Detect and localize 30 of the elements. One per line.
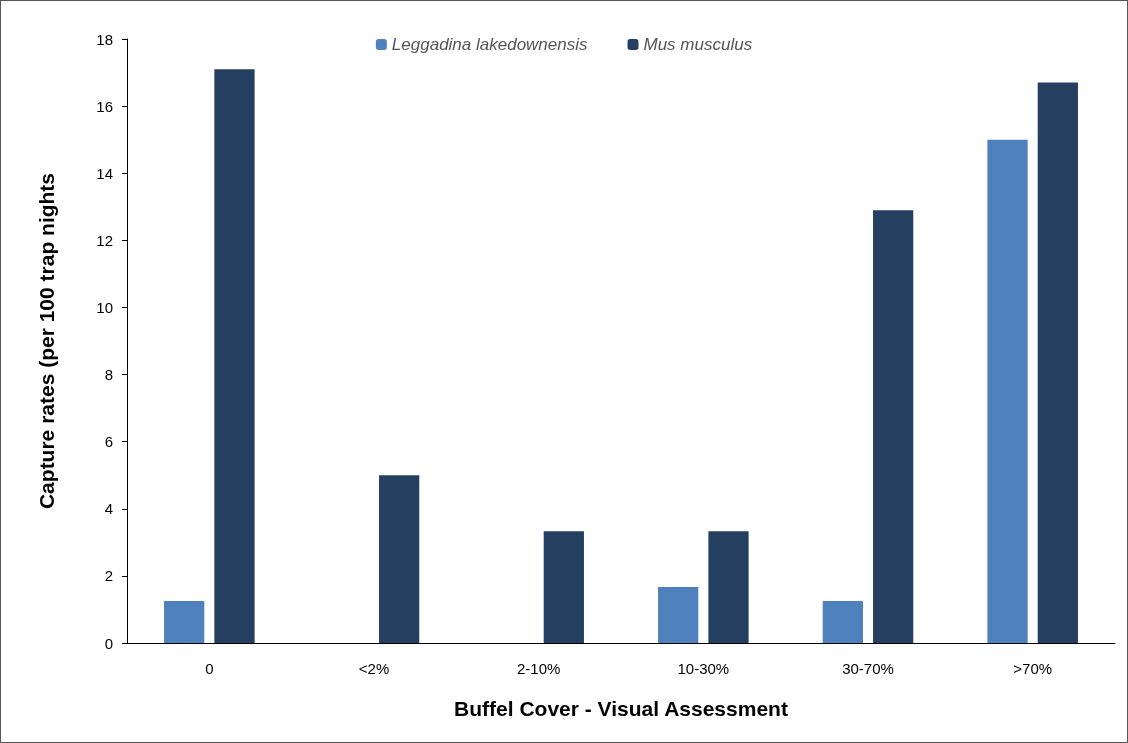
x-tick-label: >70% (1013, 660, 1053, 677)
bar (379, 475, 420, 643)
legend-label: Mus musculus (643, 35, 753, 54)
y-tick-label: 14 (96, 164, 113, 182)
x-axis-title: Buffel Cover - Visual Assessment (454, 697, 788, 720)
x-tick-label: 2-10% (516, 660, 561, 677)
x-tick-label: 0 (205, 660, 214, 677)
bar (543, 531, 584, 643)
y-tick-label: 8 (104, 366, 113, 384)
y-tick-label: 0 (104, 634, 113, 652)
y-tick-label: 18 (96, 30, 113, 48)
x-tick-label: 30-70% (842, 660, 894, 677)
y-tick-label: 16 (96, 97, 113, 115)
bar (708, 531, 749, 643)
x-tick-label: <2% (358, 660, 390, 677)
y-tick-label: 4 (104, 500, 113, 518)
x-tick-label: 10-30% (677, 660, 730, 677)
y-tick-label: 12 (96, 231, 113, 249)
y-axis-title: Capture rates (per 100 trap nights (35, 172, 58, 510)
y-tick-label: 6 (104, 433, 113, 451)
y-tick-label: 2 (104, 567, 113, 585)
bar (658, 586, 699, 643)
bar (1037, 82, 1078, 643)
y-tick-label: 10 (96, 298, 113, 316)
bar (214, 69, 255, 643)
bar (987, 139, 1028, 643)
legend-label: Leggadina lakedownensis (391, 35, 588, 54)
bar (873, 210, 914, 643)
bar (164, 601, 205, 643)
bar (822, 601, 863, 643)
